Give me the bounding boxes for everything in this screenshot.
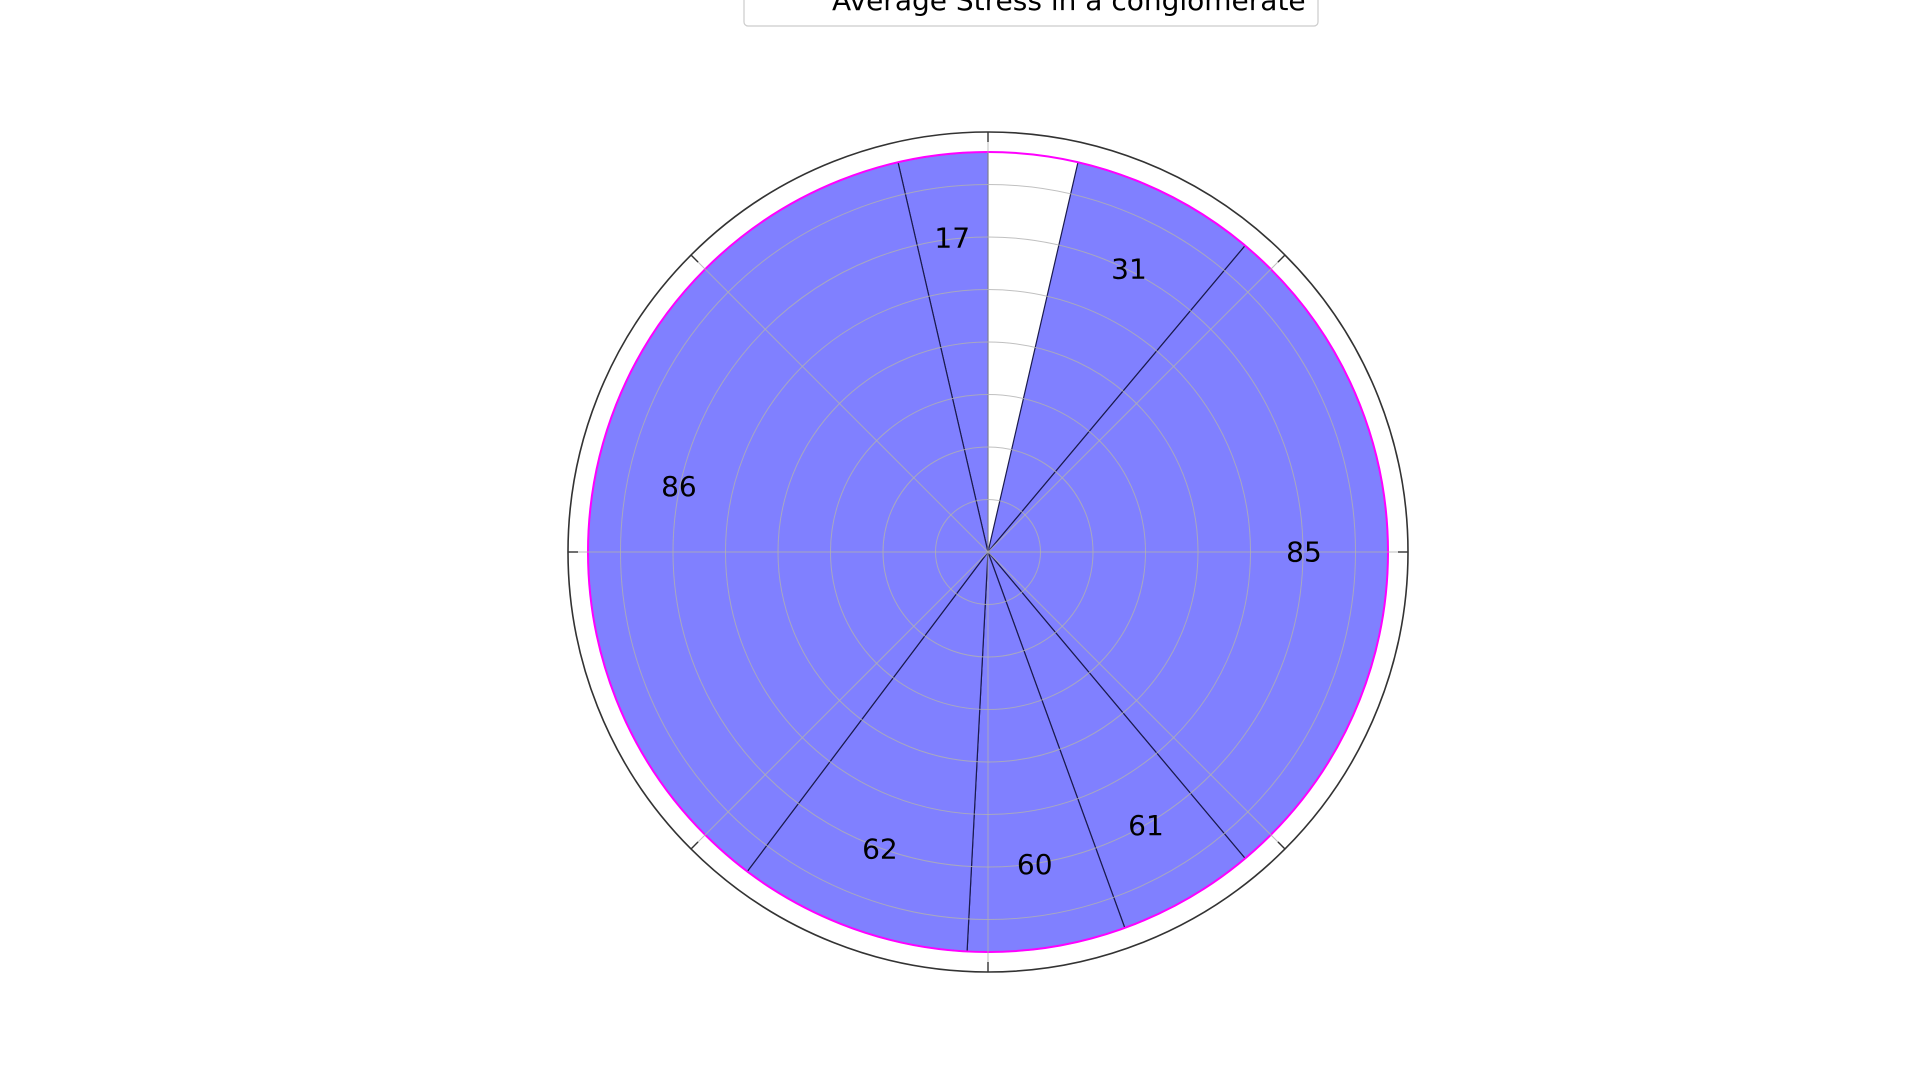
slice-label-0: 17	[934, 222, 970, 255]
frame-tick-135	[690, 254, 699, 263]
slice-label-5: 62	[862, 832, 898, 865]
slice-label-2: 85	[1286, 536, 1322, 569]
slice-label-6: 86	[661, 470, 697, 503]
slice-label-4: 60	[1017, 848, 1053, 881]
grid-spoke-315	[987, 551, 1286, 850]
grid-spoke-135	[690, 254, 989, 553]
slice-label-1: 31	[1111, 253, 1147, 286]
slice-label-3: 61	[1128, 809, 1164, 842]
grid-spoke-45	[987, 254, 1286, 553]
legend-box	[743, 0, 1319, 27]
plot-area: 17 31 85 61 60 62 86	[567, 131, 1409, 973]
frame-tick-225	[690, 841, 699, 850]
legend: Average Stress in a conglomerate	[743, 0, 1319, 27]
grid-spoke-225	[690, 551, 989, 850]
frame-tick-45	[1277, 254, 1286, 263]
frame-tick-315	[1277, 841, 1286, 850]
legend-label: Average Stress in a conglomerate	[832, 0, 1306, 17]
